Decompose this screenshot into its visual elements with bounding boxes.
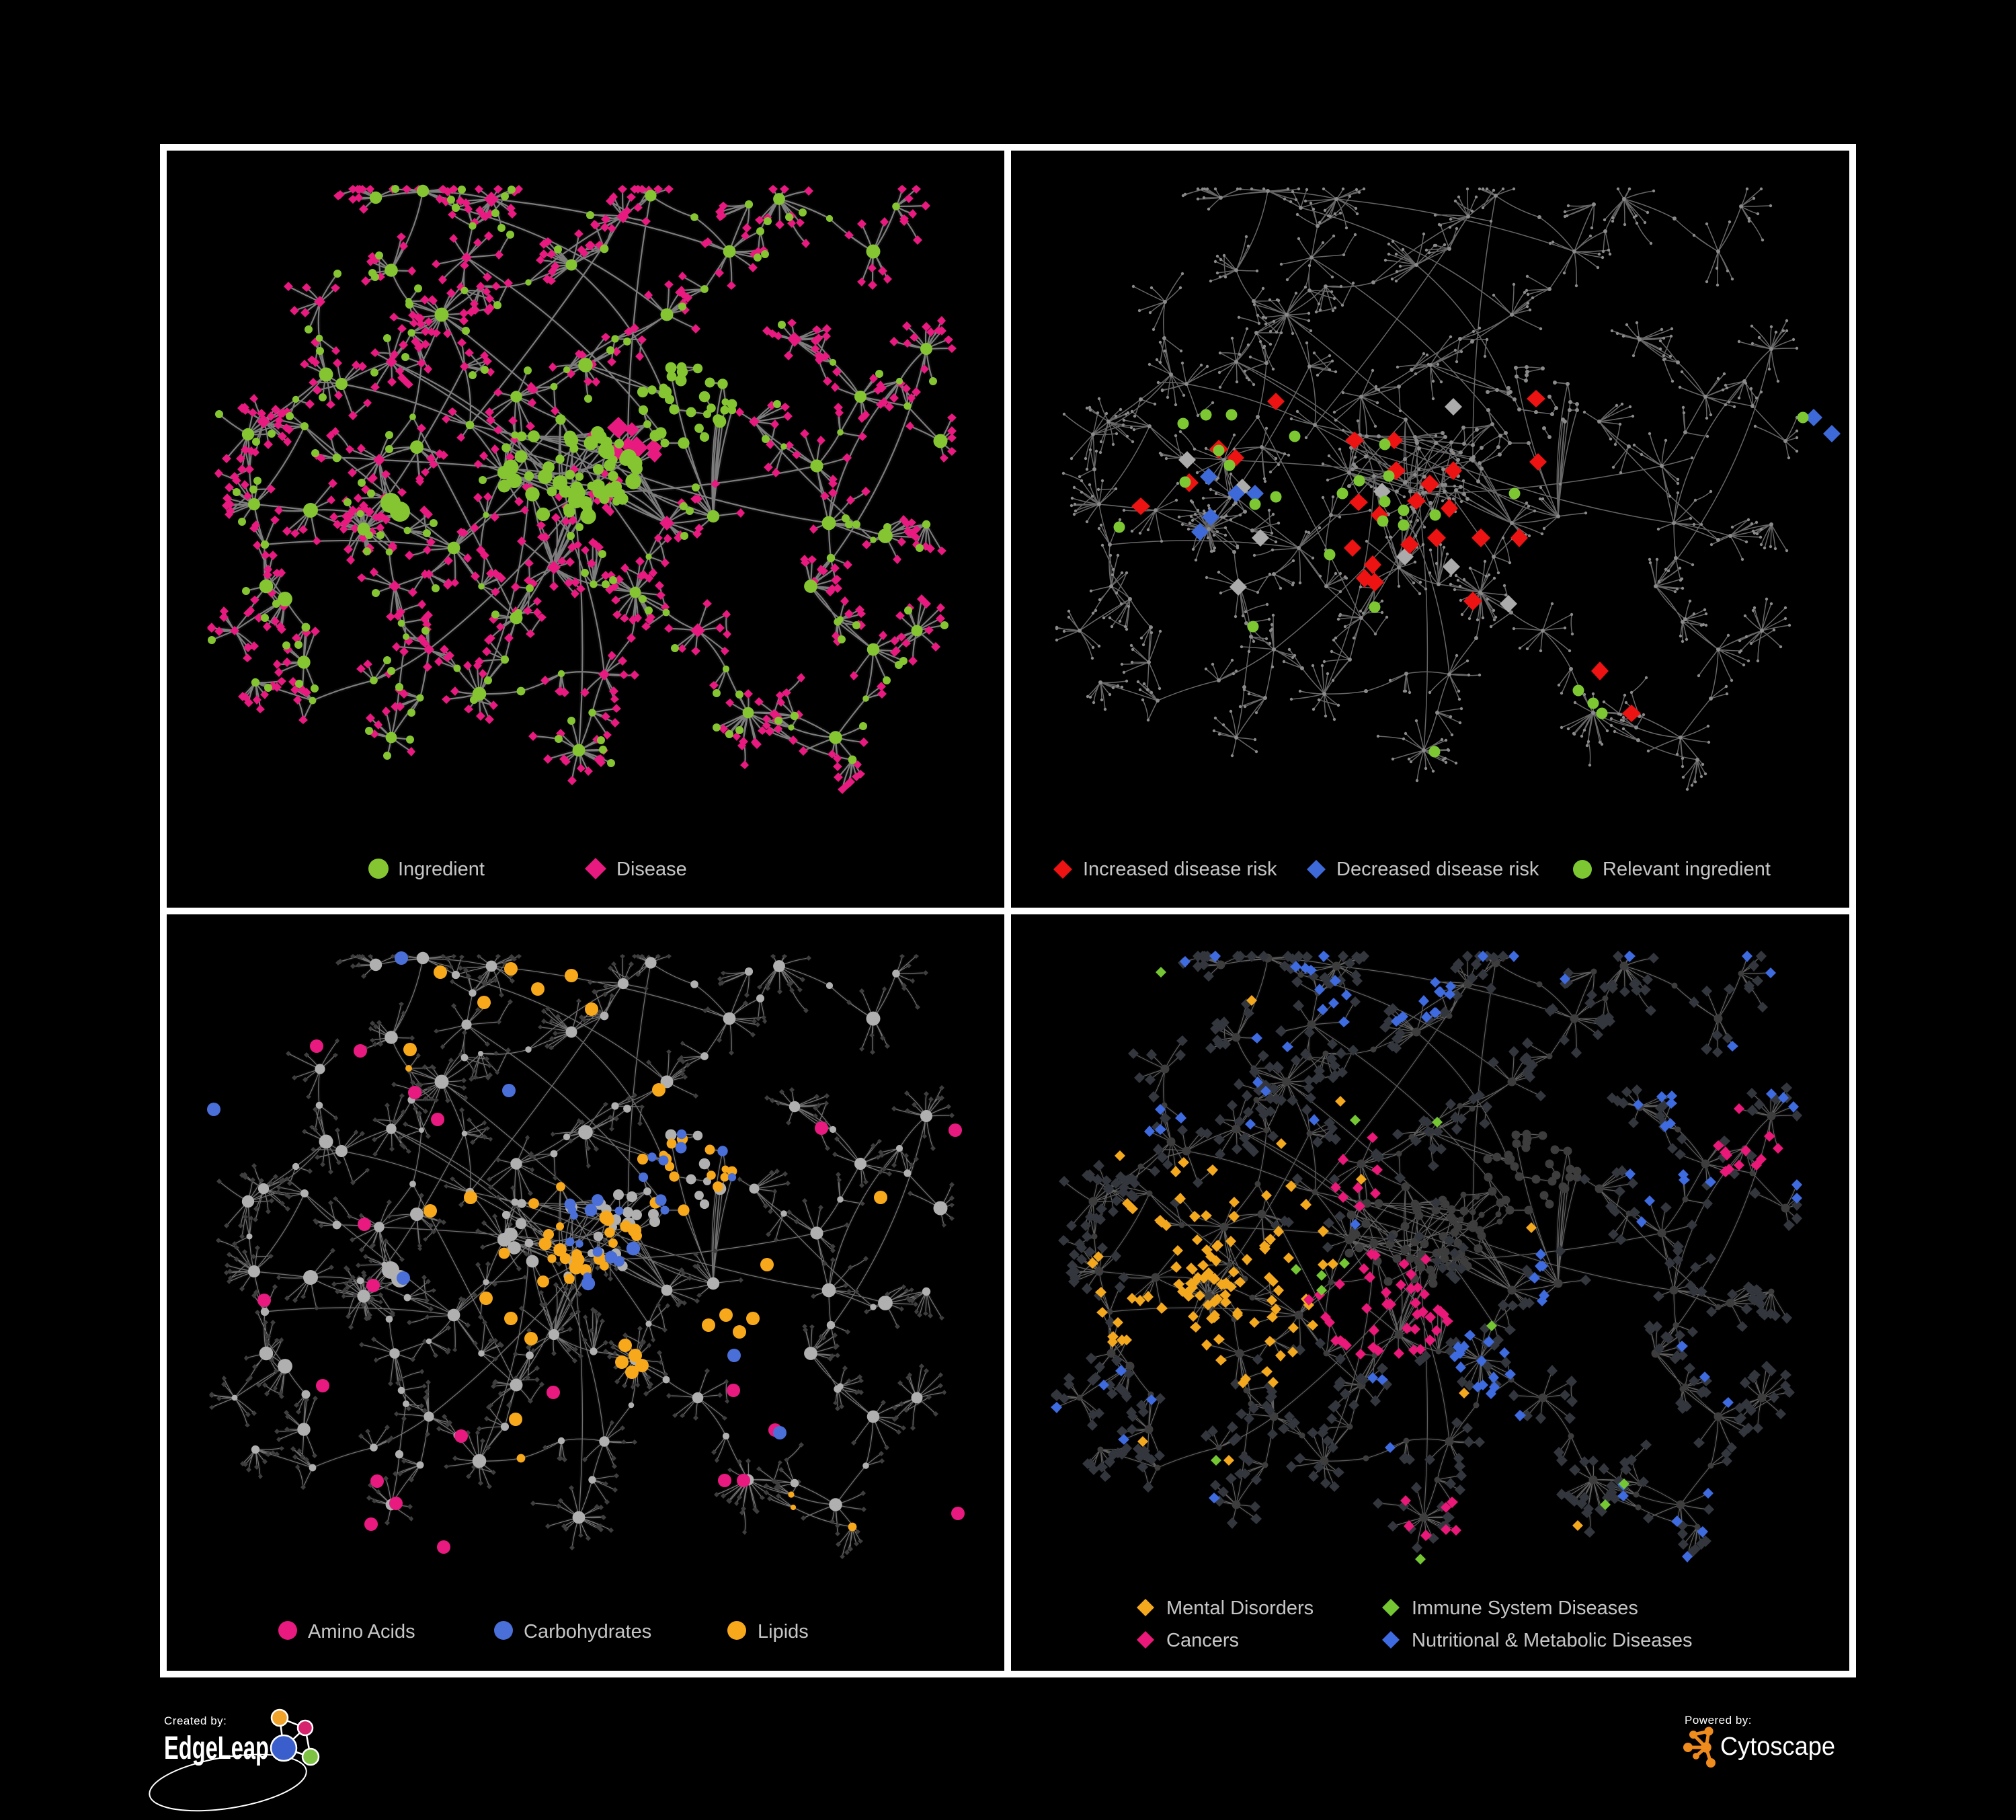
svg-text:EdgeLeap: EdgeLeap [164, 1731, 269, 1766]
svg-text:Decreased disease risk: Decreased disease risk [1336, 859, 1539, 880]
svg-text:Disease: Disease [616, 859, 687, 880]
svg-text:Nutritional & Metabolic Diseas: Nutritional & Metabolic Diseases [1412, 1630, 1692, 1651]
svg-text:Immune System Diseases: Immune System Diseases [1412, 1597, 1638, 1619]
svg-text:Ingredient: Ingredient [398, 859, 485, 880]
svg-text:Lipids: Lipids [758, 1621, 809, 1643]
svg-text:Carbohydrates: Carbohydrates [524, 1621, 651, 1643]
svg-text:Cytoscape: Cytoscape [1720, 1733, 1835, 1761]
svg-text:Created by:: Created by: [164, 1714, 227, 1727]
svg-text:Amino Acids: Amino Acids [308, 1621, 415, 1643]
svg-text:Increased disease risk: Increased disease risk [1083, 859, 1277, 880]
svg-text:Relevant ingredient: Relevant ingredient [1603, 859, 1771, 880]
svg-text:Mental Disorders: Mental Disorders [1166, 1597, 1314, 1619]
svg-text:Powered by:: Powered by: [1685, 1714, 1752, 1727]
svg-text:Cancers: Cancers [1166, 1630, 1239, 1651]
